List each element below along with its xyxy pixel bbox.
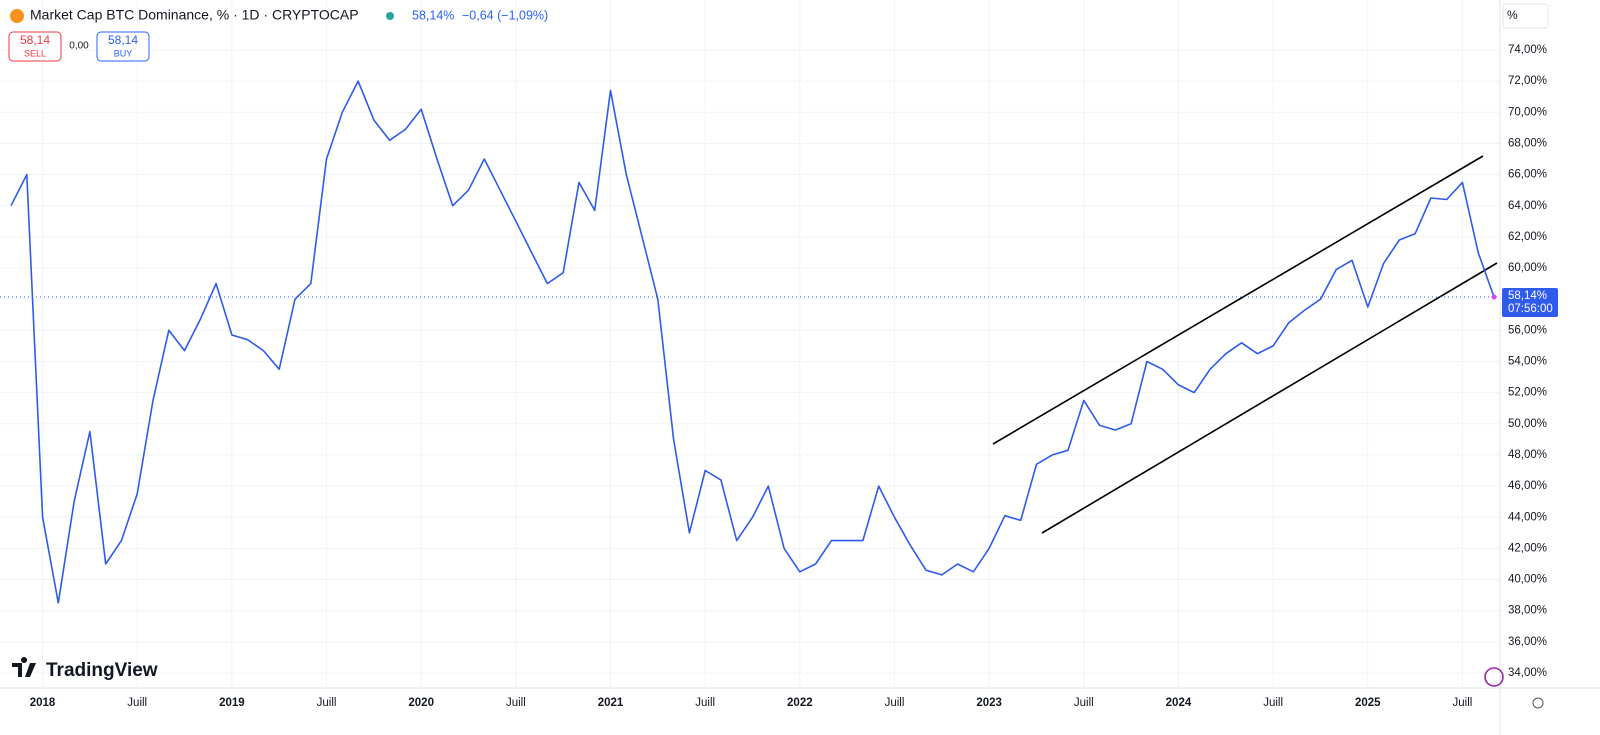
y-tick-label: 74,00% <box>1508 44 1547 56</box>
scale-button-label[interactable]: % <box>1507 8 1518 22</box>
price-line <box>10 80 1495 604</box>
y-axis: 34,00% 36,00% 38,00% 40,00% 42,00% 44,00% 46,0… <box>1508 44 1547 679</box>
chart-title: Market Cap BTC Dominance, % · 1D · CRYPT… <box>30 7 359 23</box>
y-tick-label: 38,00% <box>1508 605 1547 617</box>
brand-icon <box>12 657 36 677</box>
x-tick-label: Juill <box>1263 697 1283 709</box>
countdown: 07:56:00 <box>1508 303 1553 315</box>
y-tick-label: 36,00% <box>1508 636 1547 648</box>
y-tick-label: 46,00% <box>1508 480 1547 492</box>
y-tick-label: 44,00% <box>1508 511 1547 523</box>
buy-price[interactable]: 58,14 <box>108 33 138 47</box>
x-tick-label: 2020 <box>408 697 434 709</box>
sell-price[interactable]: 58,14 <box>20 33 50 47</box>
x-tick-label: 2025 <box>1355 697 1381 709</box>
grid <box>0 0 1500 688</box>
alert-icon[interactable] <box>1484 667 1504 687</box>
spread: 0,00 <box>69 41 89 52</box>
sell-label[interactable]: SELL <box>24 48 46 58</box>
change: −0,64 (−1,09%) <box>462 8 548 22</box>
last-price-label: 58,14% <box>1508 290 1547 302</box>
y-tick-label: 42,00% <box>1508 542 1547 554</box>
channel-lower <box>1041 262 1498 534</box>
y-tick-label: 54,00% <box>1508 356 1547 368</box>
y-tick-label: 52,00% <box>1508 387 1547 399</box>
x-tick-label: Juill <box>885 697 905 709</box>
y-tick-label: 64,00% <box>1508 200 1547 212</box>
x-tick-label: Juill <box>1453 697 1473 709</box>
x-tick-label: 2019 <box>219 697 245 709</box>
x-tick-label: Juill <box>1074 697 1094 709</box>
y-tick-label: 66,00% <box>1508 169 1547 181</box>
y-tick-label: 34,00% <box>1508 667 1547 679</box>
x-tick-label: Juill <box>127 697 147 709</box>
y-tick-label: 70,00% <box>1508 106 1547 118</box>
y-tick-label: 68,00% <box>1508 137 1547 149</box>
x-tick-label: 2024 <box>1166 697 1192 709</box>
last-price-tag <box>1502 288 1558 318</box>
y-tick-label: 48,00% <box>1508 449 1547 461</box>
brand-logo: TradingView <box>12 657 158 681</box>
x-tick-label: 2018 <box>30 697 56 709</box>
scale-button[interactable] <box>1502 3 1549 29</box>
quote: 58,14% <box>412 8 454 22</box>
btc-icon <box>10 9 24 23</box>
x-tick-label: Juill <box>695 697 715 709</box>
x-tick-label: 2023 <box>976 697 1002 709</box>
x-tick-label: 2022 <box>787 697 813 709</box>
sell-box[interactable] <box>8 31 62 62</box>
buy-box[interactable] <box>96 31 150 62</box>
sell-button[interactable]: 58,14 SELL <box>8 31 62 62</box>
plot <box>0 80 1500 604</box>
y-tick-label: 56,00% <box>1508 324 1547 336</box>
y-tick-label: 60,00% <box>1508 262 1547 274</box>
status-dot <box>386 12 394 20</box>
y-tick-label: 50,00% <box>1508 418 1547 430</box>
settings-icon[interactable] <box>1532 697 1544 709</box>
last-point <box>1491 294 1497 300</box>
y-tick-label: 72,00% <box>1508 75 1547 87</box>
buy-button[interactable]: 58,14 BUY <box>96 31 150 62</box>
x-tick-label: Juill <box>317 697 337 709</box>
x-tick-label: 2021 <box>598 697 624 709</box>
x-tick-label: Juill <box>506 697 526 709</box>
y-tick-label: 40,00% <box>1508 574 1547 586</box>
x-axis: 2018 Juill 2019 Juill 2020 Juill 2021 Juill 2022… <box>30 697 1473 709</box>
channel-upper <box>992 155 1484 445</box>
y-tick-label: 62,00% <box>1508 231 1547 243</box>
buy-label[interactable]: BUY <box>114 48 133 58</box>
brand-name: TradingView <box>46 660 158 681</box>
